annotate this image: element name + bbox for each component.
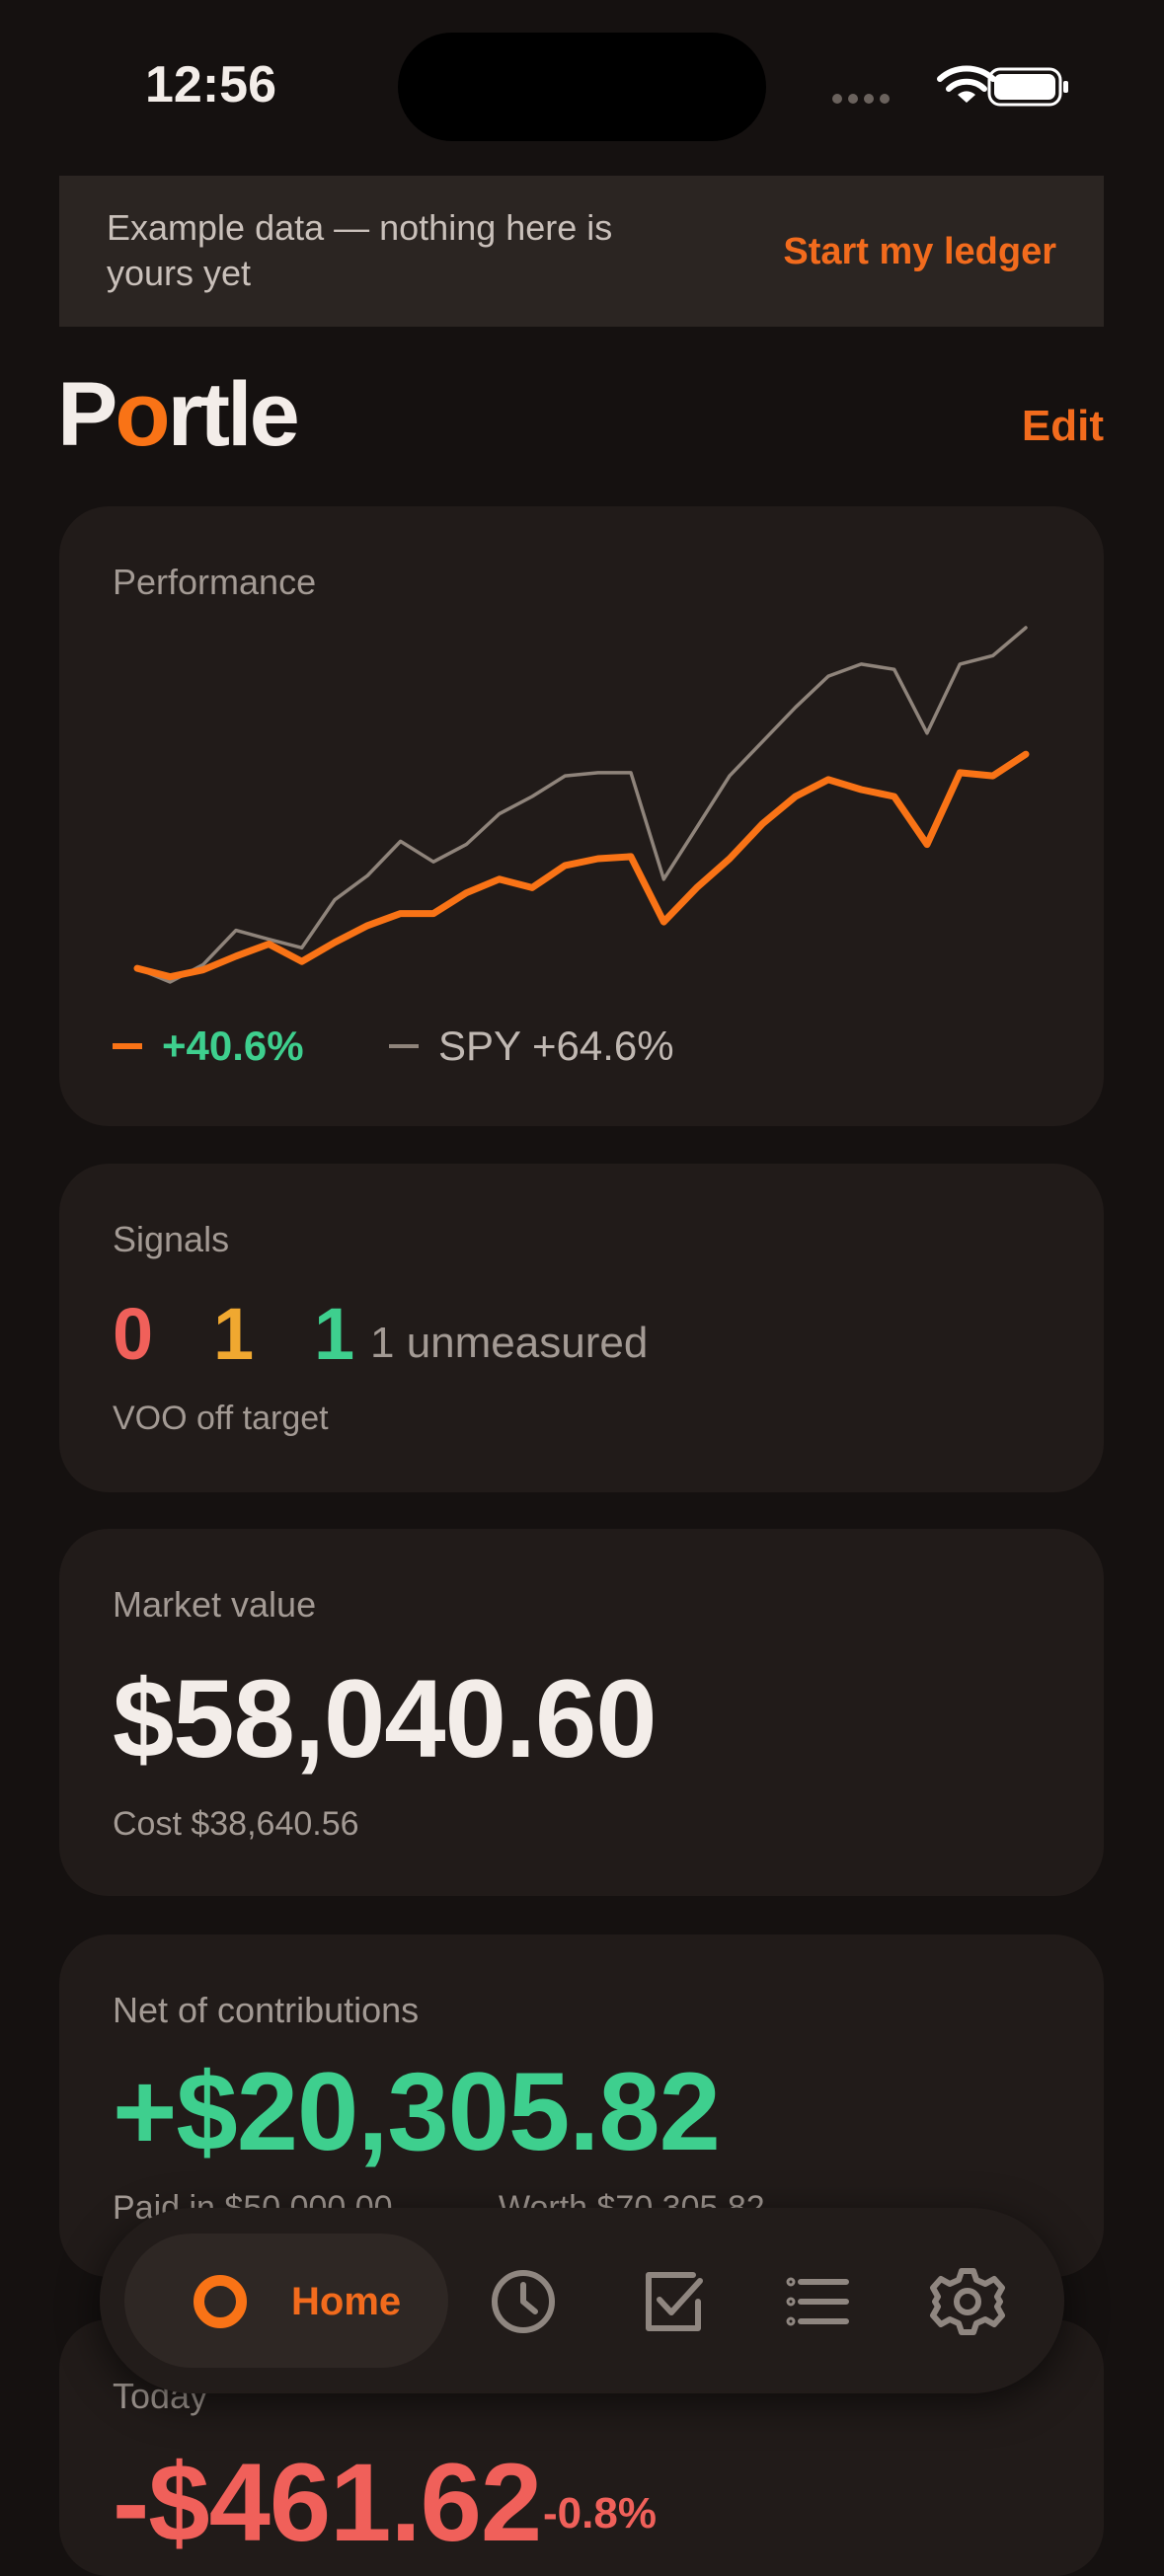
edit-button[interactable]: Edit	[1021, 402, 1104, 450]
performance-card[interactable]: Performance +40.6% SPY +64.6%	[59, 506, 1104, 1126]
legend-swatch	[389, 1044, 419, 1048]
benchmark-return: SPY +64.6%	[438, 1023, 674, 1069]
signal-count: 1	[314, 1293, 355, 1375]
logo-letter: l	[227, 364, 253, 465]
home-icon	[194, 2275, 247, 2328]
home-tab[interactable]: Home	[124, 2234, 448, 2368]
logo: Portle	[57, 369, 300, 460]
card-title: Net of contributions	[113, 1990, 420, 2030]
example-banner: Example data — nothing here is yours yet…	[59, 176, 1104, 327]
tab-icons	[492, 2268, 1005, 2335]
today-value: -$461.62	[113, 2441, 542, 2564]
signal-count: 1	[213, 1293, 255, 1375]
status-icons	[832, 65, 1068, 107]
cost-basis: Cost $38,640.56	[113, 1805, 359, 1843]
history-tab[interactable]	[492, 2270, 555, 2333]
performance-line	[135, 626, 1028, 984]
dynamic-island	[398, 33, 766, 141]
logo-letter: e	[249, 364, 300, 465]
card-title: Performance	[113, 562, 317, 602]
performance-line	[133, 750, 1030, 981]
app-screen: 12:56 Example data — nothing here is you…	[57, 33, 1104, 2576]
market-value: $58,040.60	[113, 1657, 658, 1780]
card-title: Market value	[113, 1584, 317, 1625]
signal-note: VOO off target	[113, 1400, 329, 1437]
start-ledger-button[interactable]: Start my ledger	[783, 231, 1056, 272]
net-value: +$20,305.82	[113, 2050, 721, 2173]
tab-bar: Home	[100, 2208, 1064, 2393]
list-tab[interactable]	[786, 2277, 849, 2326]
today-percent: -0.8%	[543, 2489, 657, 2538]
logo-letter: t	[199, 364, 230, 465]
legend-swatch	[113, 1043, 142, 1049]
portfolio-return: +40.6%	[162, 1023, 304, 1069]
status-time: 12:56	[145, 56, 276, 114]
banner-message: Example data — nothing here is yours yet	[107, 207, 613, 293]
tasks-tab[interactable]	[646, 2272, 703, 2331]
card-title: Signals	[113, 1219, 230, 1259]
home-label: Home	[291, 2280, 402, 2323]
market-value-card[interactable]: Market value $58,040.60 Cost $38,640.56	[59, 1529, 1104, 1896]
signal-count: 0	[113, 1293, 154, 1375]
logo-letter: P	[57, 364, 117, 465]
logo-letter: r	[167, 364, 203, 465]
performance-chart	[133, 626, 1030, 984]
unmeasured: 1 unmeasured	[370, 1319, 649, 1367]
logo-letter: o	[115, 364, 170, 465]
settings-tab[interactable]	[930, 2268, 1005, 2335]
